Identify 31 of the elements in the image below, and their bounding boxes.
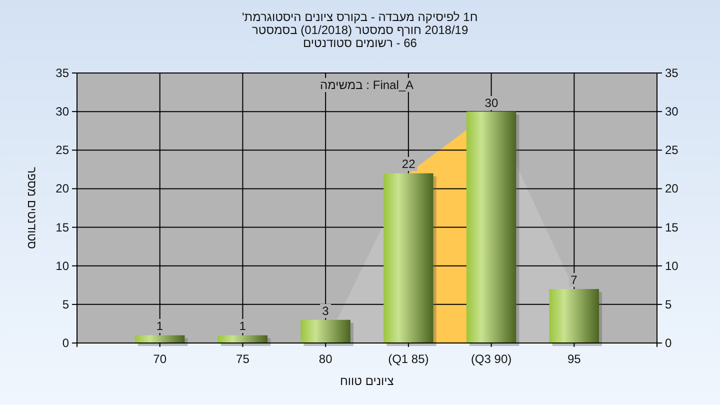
y-tick-label: 25: [56, 143, 70, 158]
y2-tick-label: 25: [665, 143, 679, 158]
y2-tick-label: 15: [665, 220, 679, 234]
y-tick-label: 20: [56, 182, 70, 196]
data-label: 1: [239, 319, 246, 334]
x-axis-title: טווח ציונים: [340, 374, 394, 388]
y2-tick-label: 0: [665, 336, 672, 350]
data-label: 22: [402, 157, 416, 172]
y2-tick-label: 5: [665, 297, 672, 312]
x-tick-label: (Q3 90): [470, 352, 512, 366]
y-axis-title: מספר סטודנטים: [25, 166, 40, 250]
y-tick-label: 10: [56, 258, 70, 273]
x-tick-label: 75: [236, 352, 250, 366]
data-label: 3: [322, 304, 329, 318]
y-tick-label: 35: [56, 66, 70, 80]
y2-tick-label: 30: [665, 104, 679, 119]
y-tick-label: 30: [56, 104, 70, 119]
data-label: 7: [570, 273, 578, 287]
x-tick-label: (Q1 85): [388, 352, 429, 366]
x-tick-label: 80: [318, 352, 333, 366]
y2-tick-label: 35: [665, 66, 679, 80]
y-tick-label: 5: [62, 297, 70, 312]
chart-title: 'היסטוגרמת ציונים בקורס - מעבדה לפיסיקה 1ח: [242, 10, 478, 24]
x-tick-label: 70: [153, 352, 167, 366]
data-label: 1: [156, 319, 164, 334]
y-tick-label: 0: [62, 336, 70, 350]
y-tick-label: 15: [56, 220, 70, 234]
y2-tick-label: 20: [665, 182, 679, 196]
y2-tick-label: 10: [665, 258, 679, 273]
x-tick-label: 95: [567, 352, 582, 366]
data-label: 30: [484, 96, 498, 110]
